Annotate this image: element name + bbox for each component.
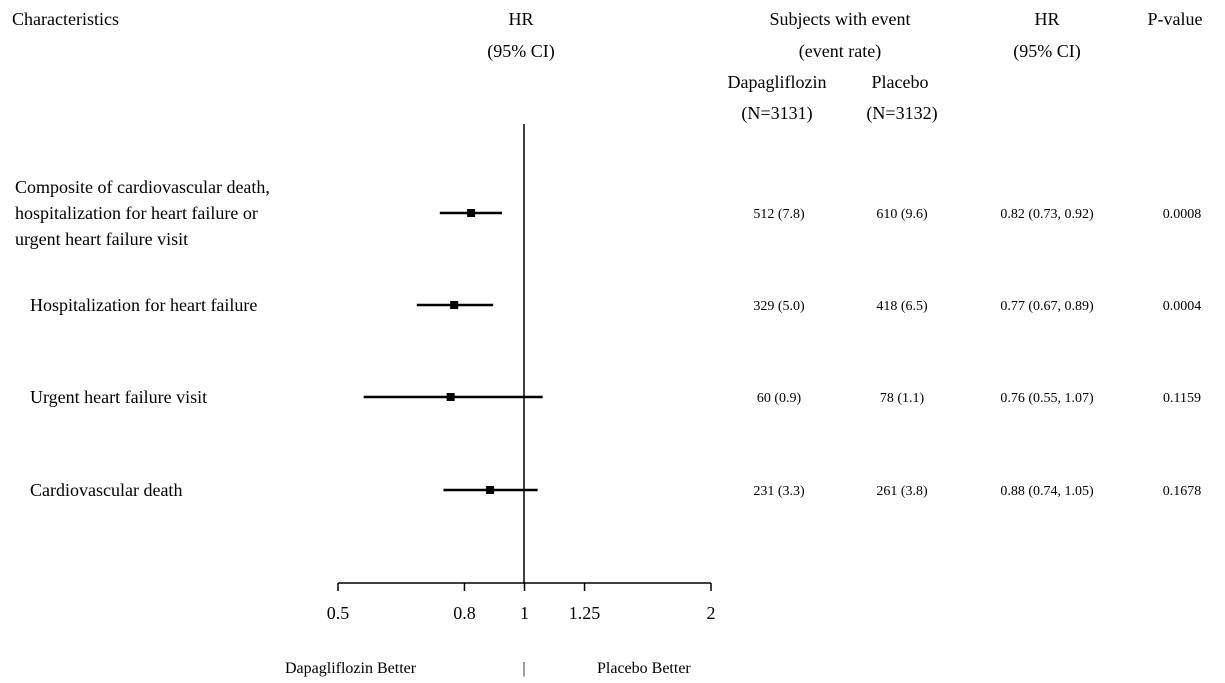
header-dapagliflozin: Dapagliflozin [728, 72, 827, 92]
header-dapagliflozin-n: (N=3131) [741, 103, 812, 124]
forest-row: Hospitalization for heart failure 329 (5.… [30, 295, 1201, 315]
footer-divider: | [522, 660, 525, 677]
row-label: Cardiovascular death [30, 480, 182, 500]
p-value: 0.0008 [1163, 207, 1202, 222]
row-label: hospitalization for heart failure or [15, 203, 258, 223]
x-tick-label: 0.5 [327, 603, 350, 623]
x-axis: 0.5 0.8 1 1.25 2 [327, 582, 716, 623]
p-value: 0.1159 [1163, 391, 1201, 406]
hr-ci-value: 0.82 (0.73, 0.92) [1000, 207, 1094, 222]
header-characteristics: Characteristics [12, 9, 119, 29]
hr-point [467, 209, 476, 217]
header-placebo-n: (N=3132) [866, 103, 937, 124]
row-label: Hospitalization for heart failure [30, 295, 257, 315]
x-tick-label: 1 [520, 603, 529, 623]
dapagliflozin-events: 231 (3.3) [753, 484, 805, 499]
hr-point [450, 301, 459, 309]
header-placebo: Placebo [872, 72, 929, 92]
dapagliflozin-events: 329 (5.0) [753, 299, 805, 314]
forest-row: Composite of cardiovascular death, hospit… [15, 177, 1201, 249]
hr-point [486, 486, 495, 494]
forest-rows: Composite of cardiovascular death, hospit… [15, 177, 1201, 500]
forest-row: Cardiovascular death 231 (3.3) 261 (3.8) 0.… [30, 480, 1201, 500]
p-value: 0.0004 [1163, 299, 1202, 314]
p-value: 0.1678 [1163, 484, 1202, 499]
row-label: Composite of cardiovascular death, [15, 177, 270, 197]
row-label: urgent heart failure visit [15, 229, 188, 249]
dapagliflozin-events: 60 (0.9) [757, 391, 802, 406]
placebo-events: 78 (1.1) [880, 391, 925, 406]
placebo-events: 418 (6.5) [876, 299, 928, 314]
x-tick-label: 2 [707, 603, 716, 623]
forest-row: Urgent heart failure visit 60 (0.9) 78 (1.… [30, 387, 1201, 407]
row-label: Urgent heart failure visit [30, 387, 207, 407]
dapagliflozin-events: 512 (7.8) [753, 207, 805, 222]
header-hr-plot-line1: HR [508, 9, 533, 29]
footer-dapagliflozin-better: Dapagliflozin Better [285, 660, 417, 677]
header-hr-column-line1: HR [1034, 9, 1059, 29]
header-hr-plot-line2: (95% CI) [487, 41, 554, 62]
header-subjects-line2: (event rate) [799, 41, 881, 62]
header-p-value: P-value [1148, 9, 1203, 29]
placebo-events: 261 (3.8) [876, 484, 928, 499]
x-tick-label: 0.8 [453, 603, 476, 623]
footer-placebo-better: Placebo Better [597, 660, 691, 677]
placebo-events: 610 (9.6) [876, 207, 928, 222]
hr-ci-value: 0.77 (0.67, 0.89) [1000, 299, 1094, 314]
x-tick-label: 1.25 [569, 603, 601, 623]
hr-ci-value: 0.76 (0.55, 1.07) [1000, 391, 1094, 406]
hr-point [446, 393, 455, 401]
header-hr-column-line2: (95% CI) [1013, 41, 1080, 62]
header-subjects-line1: Subjects with event [770, 9, 911, 29]
hr-ci-value: 0.88 (0.74, 1.05) [1000, 484, 1094, 499]
